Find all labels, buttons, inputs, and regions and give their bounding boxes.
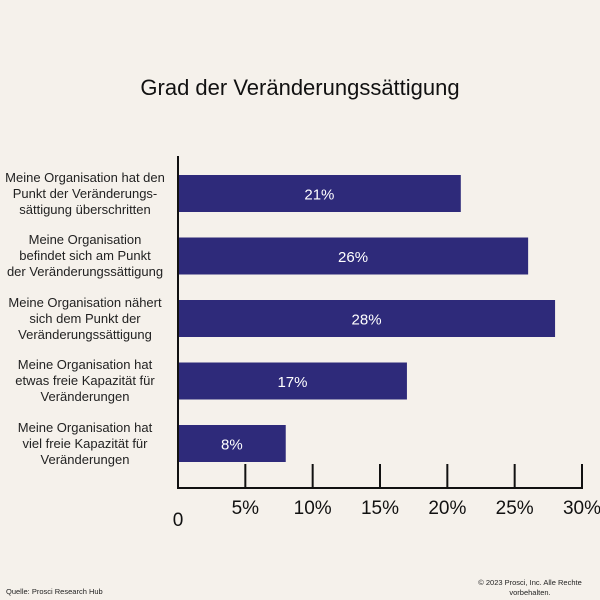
- category-label-1-line-1: Meine Organisation hat den: [5, 169, 165, 185]
- category-label-5-line-2: viel freie Kapazität für: [22, 435, 148, 451]
- category-label-2-line-3: der Veränderungssättigung: [6, 264, 164, 279]
- category-label-5-line-1: Meine Organisation hat: [17, 419, 153, 435]
- bar-5: [178, 425, 286, 462]
- bar-3: [178, 300, 556, 337]
- category-label-1-line-3: sättigung überschritten: [19, 201, 151, 217]
- bar-value-label-4: 17%: [277, 374, 307, 391]
- category-label-3: Meine Organisation nähert sich dem Punkt …: [4, 295, 166, 343]
- category-label-2-line-2: befindet sich am Punkt: [19, 248, 151, 263]
- chart-title: Grad der Veränderungssättigung: [140, 75, 459, 100]
- x-tick-label-20: 20%: [428, 498, 466, 519]
- bar-1: [178, 175, 461, 212]
- category-label-4-line-3: Veränderungen: [40, 389, 130, 404]
- x-tick-label-5: 5%: [232, 498, 260, 519]
- copyright-line-2: vorbehalten.: [509, 588, 551, 597]
- category-label-2-line-1: Meine Organisation: [28, 232, 142, 247]
- category-label-4: Meine Organisation hat etwas freie Kapazi…: [4, 357, 166, 405]
- category-label-5: Meine Organisation hat viel freie Kapazit…: [4, 420, 166, 468]
- category-label-3-line-1: Meine Organisation nähert: [8, 294, 162, 310]
- bar-4: [178, 362, 407, 400]
- category-label-4-line-2: etwas freie Kapazität für: [15, 373, 155, 388]
- source-note: Quelle: Prosci Research Hub: [6, 587, 103, 596]
- bar-value-label-5: 8%: [221, 437, 243, 454]
- category-label-1: Meine Organisation hat den Punkt der Verä…: [4, 170, 166, 218]
- copyright-line-1: © 2023 Prosci, Inc. Alle Rechte: [478, 578, 582, 587]
- bar-value-label-3: 28%: [352, 312, 382, 329]
- x-tick-label-15: 15%: [361, 498, 399, 519]
- category-label-2: Meine Organisation befindet sich am Punkt…: [4, 232, 166, 280]
- x-tick-label-30: 30%: [563, 498, 600, 519]
- bar-2: [178, 237, 529, 275]
- x-tick-label-25: 25%: [496, 498, 534, 519]
- category-label-4-line-1: Meine Organisation hat: [17, 357, 153, 372]
- copyright-note: © 2023 Prosci, Inc. Alle Rechte vorbehal…: [470, 578, 590, 598]
- category-label-1-line-2: Punkt der Veränderungs-: [12, 185, 158, 201]
- x-tick-label-0: 0: [173, 510, 184, 531]
- bar-value-label-2: 26%: [338, 249, 368, 266]
- category-label-5-line-3: Veränderungen: [40, 451, 130, 467]
- x-tick-label-10: 10%: [294, 498, 332, 519]
- category-label-3-line-3: Veränderungssättigung: [18, 326, 152, 342]
- category-label-3-line-2: sich dem Punkt der: [29, 310, 141, 326]
- bar-value-label-1: 21%: [304, 187, 334, 204]
